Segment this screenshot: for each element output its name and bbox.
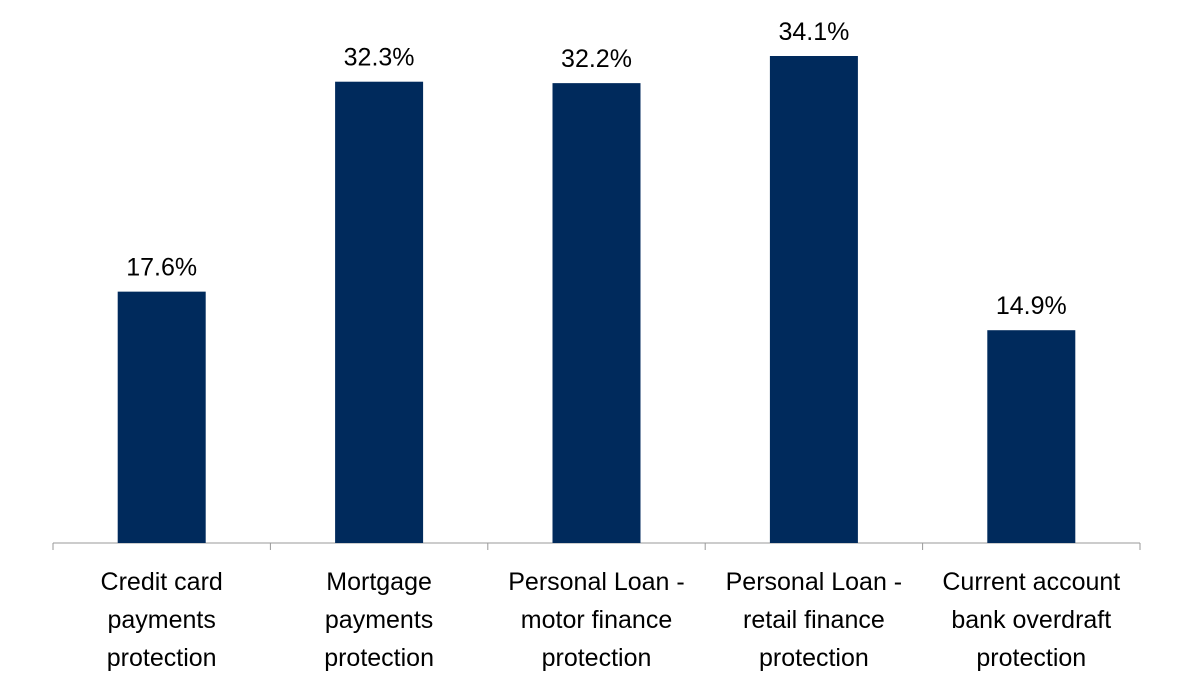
x-tick-label: Personal Loan - retail finance protectio… [725, 568, 903, 672]
bar [552, 83, 641, 544]
data-label: 32.3% [344, 44, 415, 72]
bar [769, 56, 858, 543]
data-label: 32.2% [561, 45, 632, 73]
x-tick-label: Personal Loan - motor finance protection [508, 568, 685, 672]
x-tick-label: Current account bank overdraft protectio… [942, 568, 1121, 672]
data-label: 34.1% [778, 18, 849, 46]
x-tick-label: Mortgage payments protection [324, 568, 434, 672]
bar [987, 330, 1076, 543]
data-label: 14.9% [996, 292, 1067, 320]
bar [117, 291, 206, 543]
x-tick-label: Credit card payments protection [100, 568, 223, 672]
bar [335, 81, 424, 544]
data-label: 17.6% [126, 254, 197, 282]
